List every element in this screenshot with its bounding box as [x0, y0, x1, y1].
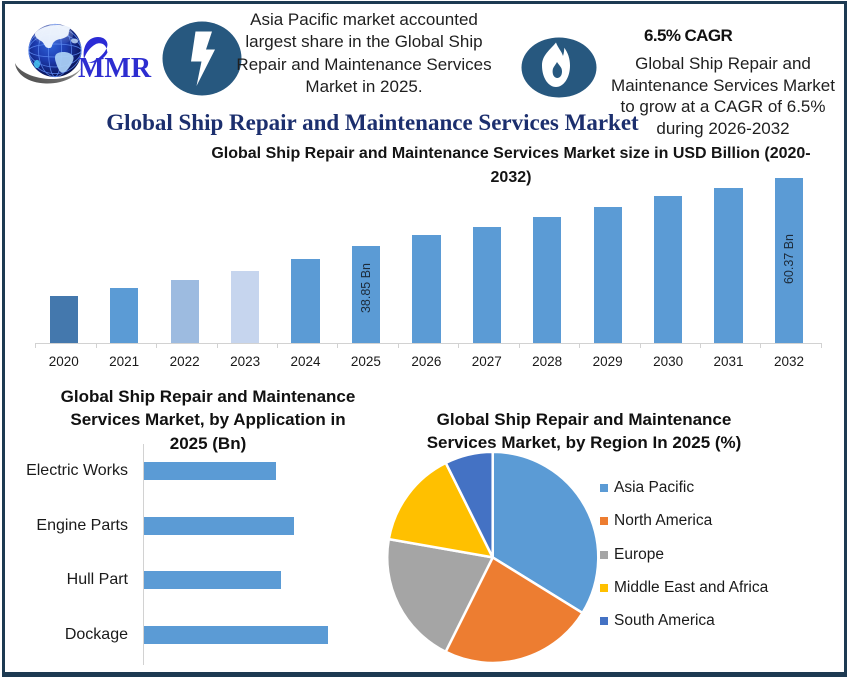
svg-text:MMR: MMR — [78, 53, 152, 84]
